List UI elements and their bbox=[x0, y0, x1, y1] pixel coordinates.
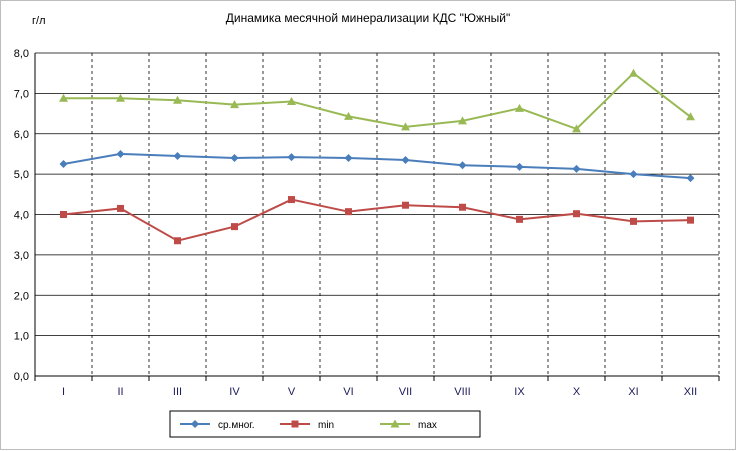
y-tick-label: 6,0 bbox=[14, 129, 29, 141]
y-tick-label: 0,0 bbox=[14, 371, 29, 383]
legend-label: max bbox=[418, 420, 437, 431]
y-tick-label: 7,0 bbox=[14, 88, 29, 100]
data-point-square bbox=[345, 208, 352, 216]
data-point-square bbox=[573, 210, 580, 218]
data-point-diamond bbox=[173, 151, 182, 160]
series-triangle bbox=[59, 68, 695, 133]
data-point-triangle bbox=[629, 68, 638, 77]
data-point-diamond bbox=[572, 164, 581, 173]
series-line bbox=[63, 152, 691, 180]
series-diamond bbox=[59, 149, 695, 183]
data-point-diamond bbox=[458, 161, 467, 170]
y-axis-label: г/л bbox=[32, 15, 46, 27]
data-point-triangle bbox=[401, 122, 410, 131]
data-point-triangle bbox=[515, 103, 524, 112]
x-tick-label: IX bbox=[514, 386, 525, 398]
data-point-diamond bbox=[344, 153, 353, 162]
data-point-diamond bbox=[191, 420, 199, 428]
legend-box bbox=[169, 410, 481, 438]
series-line bbox=[63, 71, 692, 131]
data-point-diamond bbox=[515, 162, 524, 171]
x-tick-label: IV bbox=[229, 386, 240, 398]
data-point-square bbox=[687, 216, 694, 224]
chart-title: Динамика месячной минерализации КДС "Южн… bbox=[226, 11, 510, 25]
y-tick-label: 5,0 bbox=[14, 169, 29, 181]
data-point-diamond bbox=[629, 170, 638, 179]
series-square bbox=[60, 196, 694, 245]
data-point-diamond bbox=[287, 153, 296, 162]
data-point-triangle bbox=[116, 93, 125, 102]
x-tick-label: III bbox=[173, 386, 182, 398]
data-point-triangle bbox=[173, 95, 182, 104]
y-tick-label: 3,0 bbox=[14, 250, 29, 262]
x-tick-label: I bbox=[62, 386, 65, 398]
data-point-square bbox=[459, 203, 466, 211]
data-point-square bbox=[60, 211, 67, 218]
gridlines bbox=[35, 52, 720, 376]
data-point-triangle bbox=[59, 93, 68, 102]
legend: ср.мног. min max bbox=[169, 410, 481, 438]
legend-label: min bbox=[318, 420, 334, 431]
x-tick-label: XI bbox=[628, 386, 638, 398]
data-point-square bbox=[630, 217, 637, 225]
data-point-triangle bbox=[458, 116, 467, 125]
data-point-diamond bbox=[401, 155, 410, 164]
data-point-square bbox=[291, 420, 299, 428]
data-point-square bbox=[174, 237, 181, 245]
data-point-square bbox=[288, 196, 295, 204]
y-tick-label: 8,0 bbox=[14, 48, 29, 60]
data-point-triangle bbox=[390, 419, 400, 428]
x-tick-label: X bbox=[573, 386, 581, 398]
data-point-diamond bbox=[686, 174, 695, 183]
series-line bbox=[63, 198, 691, 242]
x-tick-label: VI bbox=[343, 386, 353, 398]
axes bbox=[34, 53, 720, 381]
data-point-triangle bbox=[686, 112, 695, 121]
data-point-square bbox=[231, 223, 238, 231]
data-point-diamond bbox=[230, 153, 239, 162]
legend-label: ср.мног. bbox=[218, 420, 255, 431]
series-lines bbox=[59, 68, 695, 245]
data-point-diamond bbox=[59, 160, 68, 169]
data-point-triangle bbox=[344, 111, 353, 120]
data-point-square bbox=[117, 204, 124, 212]
y-tick-label: 4,0 bbox=[14, 210, 29, 222]
x-tick-label: V bbox=[288, 386, 296, 398]
data-point-triangle bbox=[230, 100, 239, 109]
x-tick-label: II bbox=[117, 386, 123, 398]
data-point-triangle bbox=[572, 124, 581, 133]
y-tick-label: 1,0 bbox=[14, 331, 29, 343]
x-tick-label: VII bbox=[399, 386, 412, 398]
data-point-square bbox=[516, 215, 523, 223]
data-point-triangle bbox=[287, 96, 296, 105]
x-tick-label: XII bbox=[684, 386, 697, 398]
data-point-diamond bbox=[116, 149, 125, 158]
x-tick-label: VIII bbox=[454, 386, 471, 398]
y-tick-label: 2,0 bbox=[14, 290, 29, 302]
tick-labels: 0,01,02,03,04,05,06,07,08,0I II III IV V VI VI… bbox=[14, 48, 698, 398]
data-point-square bbox=[402, 201, 409, 209]
